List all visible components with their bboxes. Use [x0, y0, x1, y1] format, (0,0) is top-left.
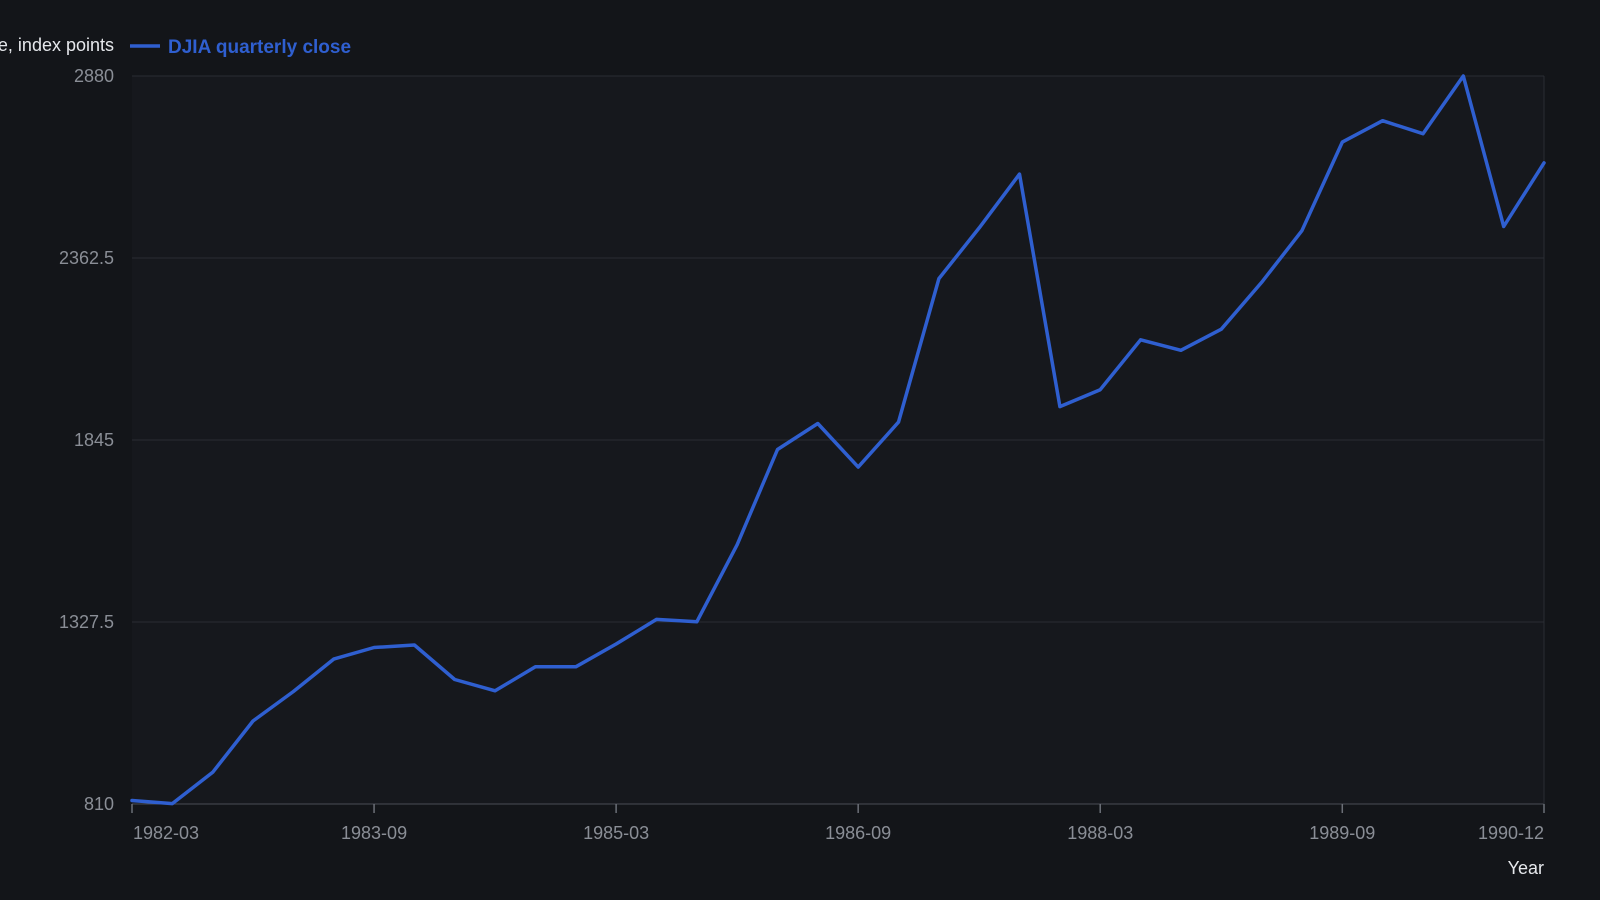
y-tick-label: 2880 — [74, 66, 114, 86]
x-tick-label: 1983-09 — [341, 823, 407, 843]
y-tick-label: 1327.5 — [59, 612, 114, 632]
x-tick-label: 1982-03 — [133, 823, 199, 843]
x-tick-label: 1989-09 — [1309, 823, 1375, 843]
x-tick-label: 1990-12 — [1478, 823, 1544, 843]
x-tick-label: 1985-03 — [583, 823, 649, 843]
y-tick-label: 1845 — [74, 430, 114, 450]
y-tick-label: 2362.5 — [59, 248, 114, 268]
y-axis-title: Close, index points — [0, 35, 114, 55]
x-tick-label: 1988-03 — [1067, 823, 1133, 843]
x-tick-label: 1986-09 — [825, 823, 891, 843]
x-axis-title: Year — [1508, 858, 1544, 878]
y-tick-label: 810 — [84, 794, 114, 814]
legend-label: DJIA quarterly close — [168, 37, 351, 58]
series-line — [130, 74, 1546, 806]
